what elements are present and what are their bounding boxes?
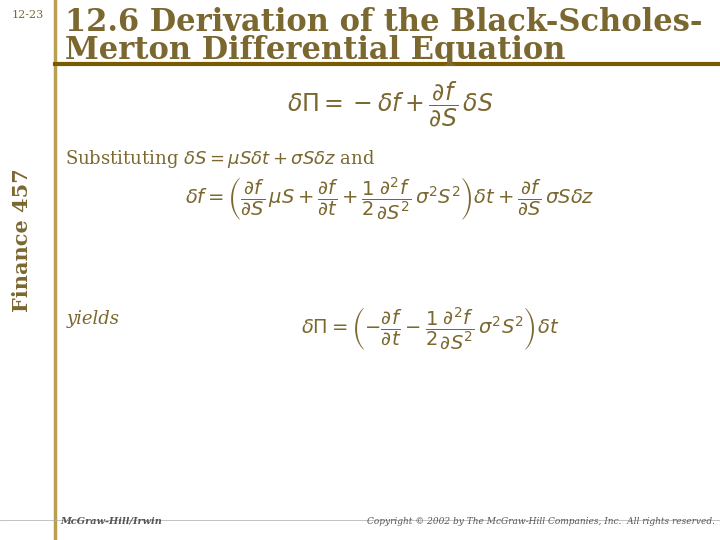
- Text: McGraw-Hill/Irwin: McGraw-Hill/Irwin: [60, 517, 162, 526]
- Text: Merton Differential Equation: Merton Differential Equation: [65, 35, 565, 66]
- Text: Substituting $\delta S = \mu S\delta t + \sigma S\delta z$ and: Substituting $\delta S = \mu S\delta t +…: [65, 148, 375, 170]
- Text: 12-23: 12-23: [12, 10, 44, 20]
- Text: $\delta\Pi = -\delta f + \dfrac{\partial f}{\partial S}\,\delta S$: $\delta\Pi = -\delta f + \dfrac{\partial…: [287, 80, 493, 130]
- Text: yields: yields: [67, 310, 120, 328]
- Text: $\delta f = \left(\dfrac{\partial f}{\partial S}\,\mu S + \dfrac{\partial f}{\pa: $\delta f = \left(\dfrac{\partial f}{\pa…: [185, 175, 595, 222]
- Text: Finance 457: Finance 457: [12, 168, 32, 312]
- Text: Copyright © 2002 by The McGraw-Hill Companies, Inc.  All rights reserved.: Copyright © 2002 by The McGraw-Hill Comp…: [367, 517, 715, 526]
- Text: $\delta\Pi = \left(-\dfrac{\partial f}{\partial t} - \dfrac{1}{2}\dfrac{\partial: $\delta\Pi = \left(-\dfrac{\partial f}{\…: [301, 305, 559, 352]
- Bar: [0, 0, 55, 540]
- Text: 12.6 Derivation of the Black-Scholes-: 12.6 Derivation of the Black-Scholes-: [65, 7, 703, 38]
